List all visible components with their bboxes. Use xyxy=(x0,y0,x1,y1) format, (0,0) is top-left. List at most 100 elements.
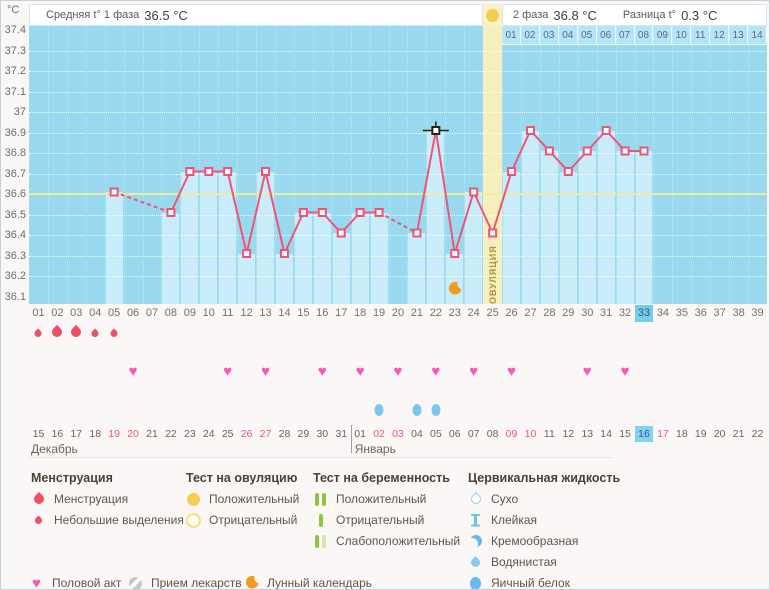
cycle-day-cell[interactable]: 38 xyxy=(732,307,745,319)
date-cell[interactable]: 02 xyxy=(373,428,385,440)
cycle-day-cell[interactable]: 12 xyxy=(240,307,253,319)
data-point[interactable] xyxy=(544,146,554,156)
data-point[interactable] xyxy=(223,167,233,176)
date-cell[interactable]: 12 xyxy=(562,428,575,440)
date-cell[interactable]: 15 xyxy=(619,428,631,440)
cycle-day-cell[interactable]: 39 xyxy=(751,307,764,319)
cycle-day-cell[interactable]: 19 xyxy=(372,307,386,319)
date-cell[interactable]: 07 xyxy=(467,428,480,440)
date-cell[interactable]: 27 xyxy=(259,428,272,440)
cycle-day-cell[interactable]: 31 xyxy=(600,307,613,319)
date-cell[interactable]: 13 xyxy=(581,428,594,440)
data-point[interactable] xyxy=(620,146,630,156)
data-point[interactable] xyxy=(279,249,289,258)
date-cell[interactable]: 04 xyxy=(411,428,423,440)
cycle-day-cell[interactable]: 29 xyxy=(562,307,575,319)
data-point[interactable] xyxy=(298,208,308,217)
cycle-day-cell[interactable]: 33 xyxy=(634,305,654,322)
date-cell[interactable]: 08 xyxy=(486,428,499,440)
cycle-day-cell[interactable]: 03 xyxy=(70,307,83,319)
data-point[interactable] xyxy=(507,167,517,176)
cycle-day-cell[interactable]: 30 xyxy=(581,307,594,319)
date-cell[interactable]: 19 xyxy=(694,428,707,440)
date-cell[interactable]: 11 xyxy=(543,428,555,440)
cycle-day-cell[interactable]: 14 xyxy=(278,307,291,319)
data-point[interactable] xyxy=(450,249,460,258)
data-point[interactable] xyxy=(488,228,498,238)
data-point[interactable] xyxy=(355,208,365,217)
cycle-day-cell[interactable]: 16 xyxy=(316,307,329,319)
data-point[interactable] xyxy=(109,187,119,197)
date-cell[interactable]: 21 xyxy=(146,428,158,440)
selected-data-point[interactable] xyxy=(431,126,441,135)
cycle-day-cell[interactable]: 02 xyxy=(51,307,64,319)
cycle-day-cell[interactable]: 15 xyxy=(297,307,310,319)
date-cell[interactable]: 21 xyxy=(732,428,745,440)
data-point[interactable] xyxy=(601,126,611,135)
date-cell[interactable]: 10 xyxy=(524,428,537,440)
date-cell[interactable]: 20 xyxy=(713,428,726,440)
data-point[interactable] xyxy=(166,208,176,217)
data-point[interactable] xyxy=(582,146,592,156)
date-cell[interactable]: 23 xyxy=(183,428,196,440)
cycle-day-cell[interactable]: 18 xyxy=(354,307,367,319)
data-point[interactable] xyxy=(204,167,214,176)
date-cell[interactable]: 22 xyxy=(165,428,177,440)
cycle-day-cell[interactable]: 24 xyxy=(467,307,480,319)
data-point[interactable] xyxy=(317,208,327,217)
cycle-day-cell[interactable]: 09 xyxy=(183,307,196,319)
cycle-day-cell[interactable]: 07 xyxy=(145,307,159,319)
data-point[interactable] xyxy=(336,228,346,238)
date-cell[interactable]: 18 xyxy=(675,428,688,440)
cycle-day-cell[interactable]: 06 xyxy=(126,307,140,319)
date-cell[interactable]: 01 xyxy=(354,428,366,440)
data-point[interactable] xyxy=(525,126,535,135)
date-cell[interactable]: 22 xyxy=(751,428,764,440)
cycle-day-cell[interactable]: 21 xyxy=(410,307,424,319)
date-cell[interactable]: 28 xyxy=(278,428,291,440)
date-cell[interactable]: 19 xyxy=(108,428,120,440)
data-point[interactable] xyxy=(242,249,252,258)
data-point[interactable] xyxy=(374,208,384,217)
cycle-day-cell[interactable]: 27 xyxy=(524,307,537,319)
data-point[interactable] xyxy=(469,187,479,197)
cycle-day-cell[interactable]: 37 xyxy=(713,307,726,319)
cycle-day-cell[interactable]: 36 xyxy=(694,307,707,319)
data-point[interactable] xyxy=(412,228,422,238)
date-cell[interactable]: 30 xyxy=(316,428,329,440)
cycle-day-cell[interactable]: 01 xyxy=(32,307,45,319)
date-cell[interactable]: 14 xyxy=(600,428,612,440)
date-cell[interactable]: 25 xyxy=(221,428,234,440)
date-cell[interactable]: 03 xyxy=(392,428,404,440)
date-cell[interactable]: 17 xyxy=(70,428,83,440)
cycle-day-cell[interactable]: 20 xyxy=(391,307,405,319)
cycle-day-cell[interactable]: 08 xyxy=(164,307,178,319)
data-point[interactable] xyxy=(185,167,195,176)
date-cell[interactable]: 31 xyxy=(335,428,348,440)
cycle-day-cell[interactable]: 17 xyxy=(335,307,348,319)
cycle-day-cell[interactable]: 04 xyxy=(89,307,102,319)
date-cell[interactable]: 15 xyxy=(32,428,45,440)
cycle-day-cell[interactable]: 11 xyxy=(221,307,234,319)
date-cell[interactable]: 16 xyxy=(634,426,654,442)
date-cell[interactable]: 17 xyxy=(657,428,669,440)
cycle-day-cell[interactable]: 05 xyxy=(108,307,121,319)
data-point[interactable] xyxy=(639,146,649,156)
cycle-day-cell[interactable]: 26 xyxy=(505,307,518,319)
date-cell[interactable]: 24 xyxy=(202,428,215,440)
date-cell[interactable]: 05 xyxy=(429,428,442,440)
date-cell[interactable]: 06 xyxy=(448,428,461,440)
cycle-day-cell[interactable]: 35 xyxy=(675,307,688,319)
cycle-day-cell[interactable]: 25 xyxy=(486,307,499,319)
date-cell[interactable]: 18 xyxy=(89,428,102,440)
cycle-day-cell[interactable]: 32 xyxy=(618,307,632,319)
cycle-day-cell[interactable]: 34 xyxy=(656,307,670,319)
date-cell[interactable]: 26 xyxy=(240,428,253,440)
data-point[interactable] xyxy=(261,167,271,176)
date-cell[interactable]: 20 xyxy=(127,428,139,440)
cycle-day-cell[interactable]: 10 xyxy=(202,307,215,319)
date-cell[interactable]: 29 xyxy=(297,428,310,440)
cycle-day-cell[interactable]: 23 xyxy=(448,307,461,319)
date-cell[interactable]: 09 xyxy=(505,428,518,440)
date-cell[interactable]: 16 xyxy=(51,428,64,440)
